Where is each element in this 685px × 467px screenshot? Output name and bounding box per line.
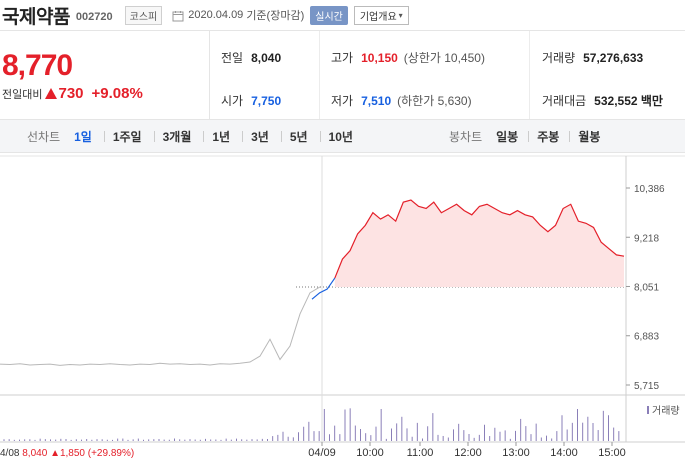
company-overview-label: 기업개요 <box>359 11 397 23</box>
stat-amount: 거래대금 532,552 백만 <box>542 94 663 108</box>
price-stats: 전일 8,040 고가 10,150 (상한가 10,450) 거래량 57,2… <box>211 31 685 119</box>
x-tick-label: 14:00 <box>550 447 578 459</box>
market-badge: 코스피 <box>124 5 163 25</box>
stock-header: 국제약품 002720 코스피 2020.04.09 기준(장마감) 실시간 기… <box>0 0 685 31</box>
tab-5y[interactable]: 5년 <box>289 129 308 144</box>
reference-date: 2020.04.09 <box>188 9 244 21</box>
change-percent: +9.08% <box>91 85 143 102</box>
y-tick-label: 10,386 <box>634 184 665 195</box>
tab-10y[interactable]: 10년 <box>328 129 353 144</box>
x-tick-label: 04/09 <box>308 447 336 459</box>
x-tick-label: 13:00 <box>502 447 530 459</box>
y-tick-label: 6,883 <box>634 332 659 343</box>
current-price: 8,770 <box>2 49 73 82</box>
tab-1w[interactable]: 1주일 <box>112 129 142 144</box>
calendar-icon <box>172 9 184 22</box>
y-tick-label: 9,218 <box>634 233 659 244</box>
volume-legend-swatch <box>647 406 649 414</box>
tab-weekly[interactable]: 주봉 <box>537 129 560 144</box>
stock-name: 국제약품 <box>2 6 70 28</box>
stat-prev-close: 전일 8,040 <box>221 50 282 66</box>
tab-monthly[interactable]: 월봉 <box>578 129 601 144</box>
prev-day-summary: 4/08 8,040 ▲1,850 (+29.89%) <box>0 448 134 459</box>
x-tick-label: 10:00 <box>356 447 384 459</box>
intraday-chart-svg: 10,386 9,218 8,051 6,883 5,715 거래량 04/09 10:00 1… <box>0 155 685 459</box>
candle-chart-label: 봉차트 <box>449 129 483 144</box>
prev-day-line <box>0 286 321 366</box>
stat-open: 시가 7,750 <box>221 93 282 109</box>
today-line-down <box>311 277 336 300</box>
stat-low: 저가 7,510 (하한가 5,630) <box>331 93 472 109</box>
up-arrow-icon <box>45 88 58 99</box>
stat-high: 고가 10,150 (상한가 10,450) <box>331 50 485 66</box>
tab-1d[interactable]: 1일 <box>74 129 92 144</box>
tab-1y[interactable]: 1년 <box>212 129 231 144</box>
line-chart-tabs: 선차트 1일 1주일 3개월 1년 3년 5년 10년 <box>27 128 365 145</box>
tab-daily[interactable]: 일봉 <box>496 129 519 144</box>
stock-code: 002720 <box>75 10 113 23</box>
tab-3m[interactable]: 3개월 <box>162 129 192 144</box>
volume-legend-label: 거래량 <box>652 405 680 417</box>
price-change: 전일대비 730 +9.08% <box>2 85 143 102</box>
candle-chart-tabs: 봉차트 일봉 주봉 월봉 <box>449 128 610 145</box>
x-tick-label: 15:00 <box>598 447 626 459</box>
line-chart-label: 선차트 <box>27 129 61 144</box>
today-line-up <box>334 199 625 279</box>
realtime-button[interactable]: 실시간 <box>310 5 348 25</box>
change-amount: 730 <box>58 85 84 102</box>
intraday-chart[interactable]: 10,386 9,218 8,051 6,883 5,715 거래량 04/09 10:00 1… <box>0 153 685 467</box>
company-overview-button[interactable]: 기업개요 ▾ <box>353 5 409 25</box>
tab-3y[interactable]: 3년 <box>251 129 269 144</box>
x-tick-label: 11:00 <box>407 447 434 459</box>
change-label: 전일대비 <box>2 88 43 101</box>
stat-volume: 거래량 57,276,633 <box>542 50 644 66</box>
price-summary: 8,770 전일대비 730 +9.08% <box>0 31 210 119</box>
reference-status: 기준(장마감) <box>246 10 305 22</box>
y-tick-label: 5,715 <box>634 381 659 392</box>
chevron-down-icon: ▾ <box>398 10 403 20</box>
gain-area <box>334 200 624 287</box>
y-tick-label: 8,051 <box>634 282 659 293</box>
x-tick-label: 12:00 <box>454 447 482 459</box>
chart-tabs-bar: 선차트 1일 1주일 3개월 1년 3년 5년 10년 봉차트 일봉 주봉 월봉 <box>0 119 685 153</box>
